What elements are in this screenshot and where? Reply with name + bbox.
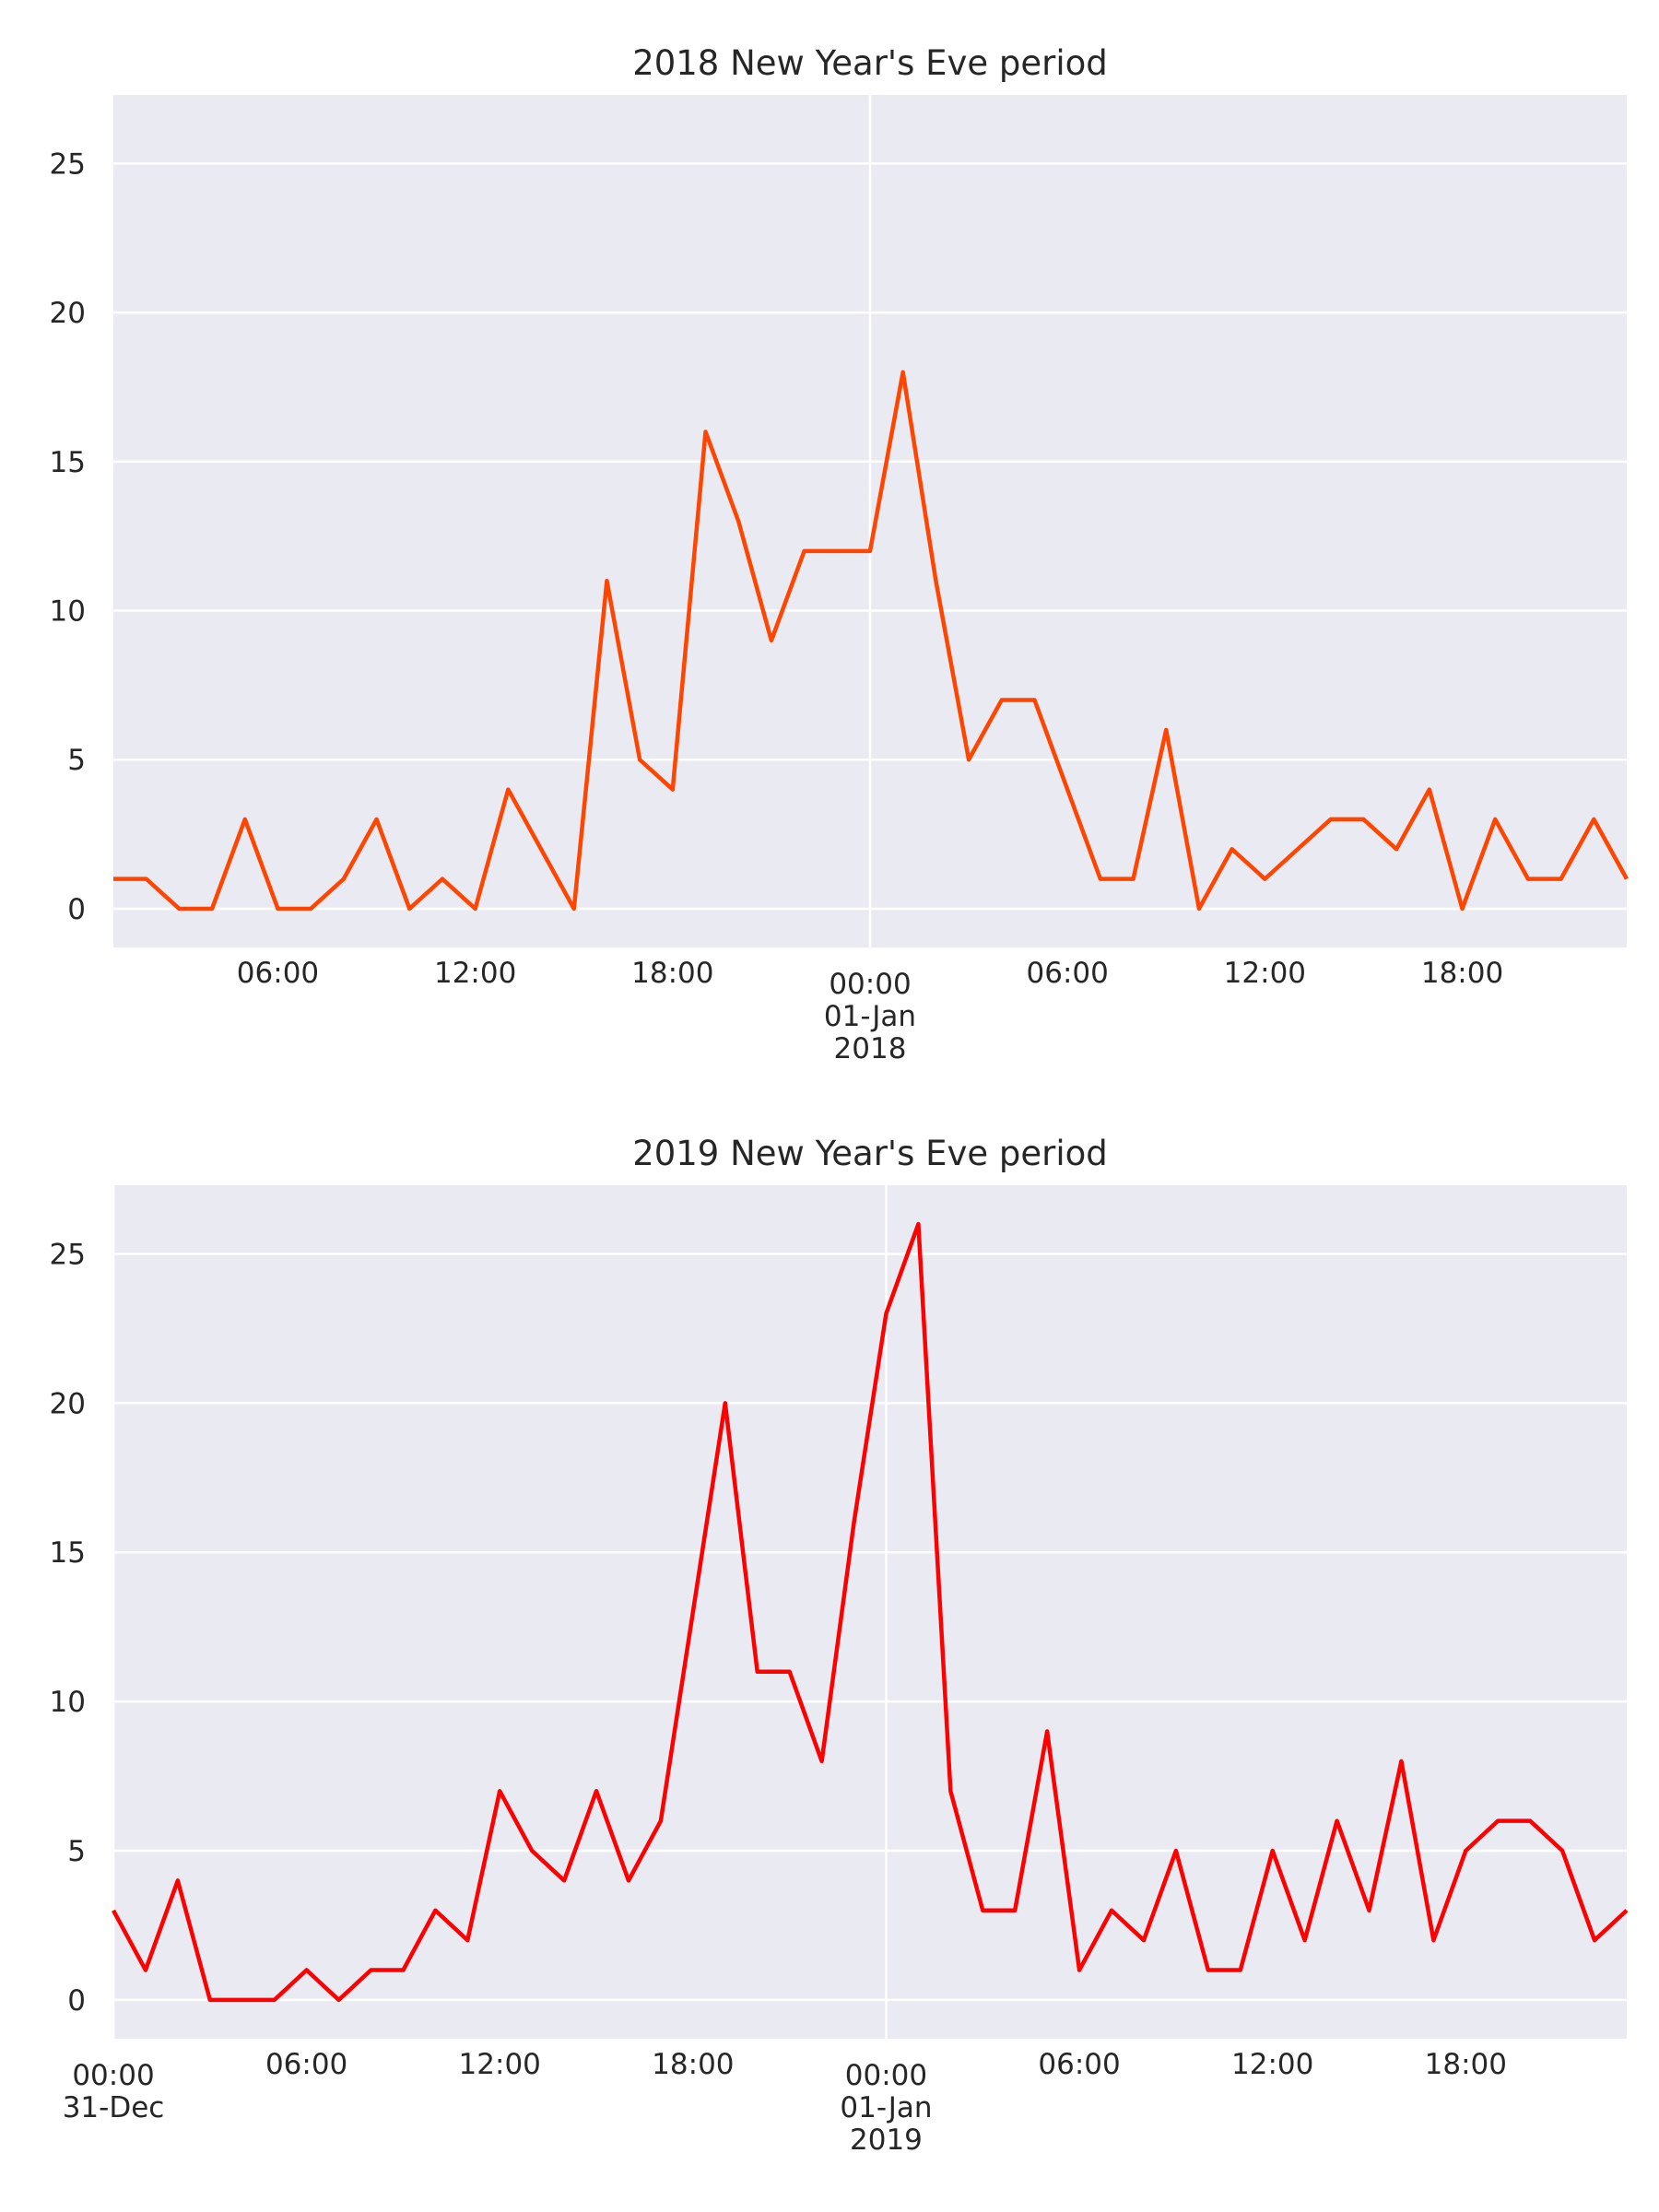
y-tick-label: 20 [50,1387,86,1420]
x-tick-label: 12:00 [434,957,516,990]
x-tick-label: 00:00 01-Jan 2018 [824,968,916,1065]
x-tick-label: 12:00 [1224,957,1306,990]
x-tick-label: 00:00 31-Dec [63,2059,165,2124]
x-tick-label: 00:00 01-Jan 2019 [840,2059,932,2157]
chart: 2019 New Year's Eve period 0 5 10 15 20 25 00:0… [50,1134,1629,2157]
x-tick-label: 06:00 [237,957,319,990]
y-tick-label: 10 [50,595,86,629]
y-tick-label: 25 [50,147,86,181]
x-tick-label: 06:00 [1027,957,1109,990]
plot-area [113,1185,1627,2039]
y-tick-label: 0 [67,893,86,926]
y-tick-label: 25 [50,1238,86,1271]
x-tick-label: 12:00 [1231,2048,1313,2081]
y-tick-label: 5 [67,1835,86,1868]
x-tick-label: 12:00 [459,2048,541,2081]
x-tick-label-line: 01-Jan [824,1000,916,1033]
y-tick-label: 15 [50,1536,86,1570]
x-tick-label-line: 00:00 [829,968,911,1001]
x-tick-label-line: 31-Dec [63,2091,165,2124]
x-tick-label: 18:00 [652,2048,734,2081]
x-tick-label-line: 2018 [834,1032,907,1065]
data-line [112,1221,1629,2003]
data-line [113,370,1629,912]
x-tick-label: 06:00 [265,2048,347,2081]
x-tick-label-line: 00:00 [845,2059,927,2092]
chart-title: 2018 New Year's Eve period [632,43,1108,83]
y-tick-label: 20 [50,297,86,330]
x-tick-label: 18:00 [1425,2048,1507,2081]
y-tick-label: 15 [50,446,86,479]
chart-title: 2019 New Year's Eve period [632,1134,1108,1173]
x-tick-label-line: 01-Jan [840,2091,932,2124]
x-tick-label: 06:00 [1038,2048,1120,2081]
chart: 2018 New Year's Eve period 0 5 10 15 20 25 00:0… [50,43,1629,1065]
x-tick-label-line: 00:00 [72,2059,154,2092]
y-tick-label: 0 [67,1984,86,2018]
y-tick-label: 5 [67,744,86,777]
x-tick-label-line: 2019 [850,2124,923,2157]
x-tick-label: 18:00 [1421,957,1503,990]
y-tick-label: 10 [50,1686,86,1719]
x-tick-label: 18:00 [631,957,713,990]
